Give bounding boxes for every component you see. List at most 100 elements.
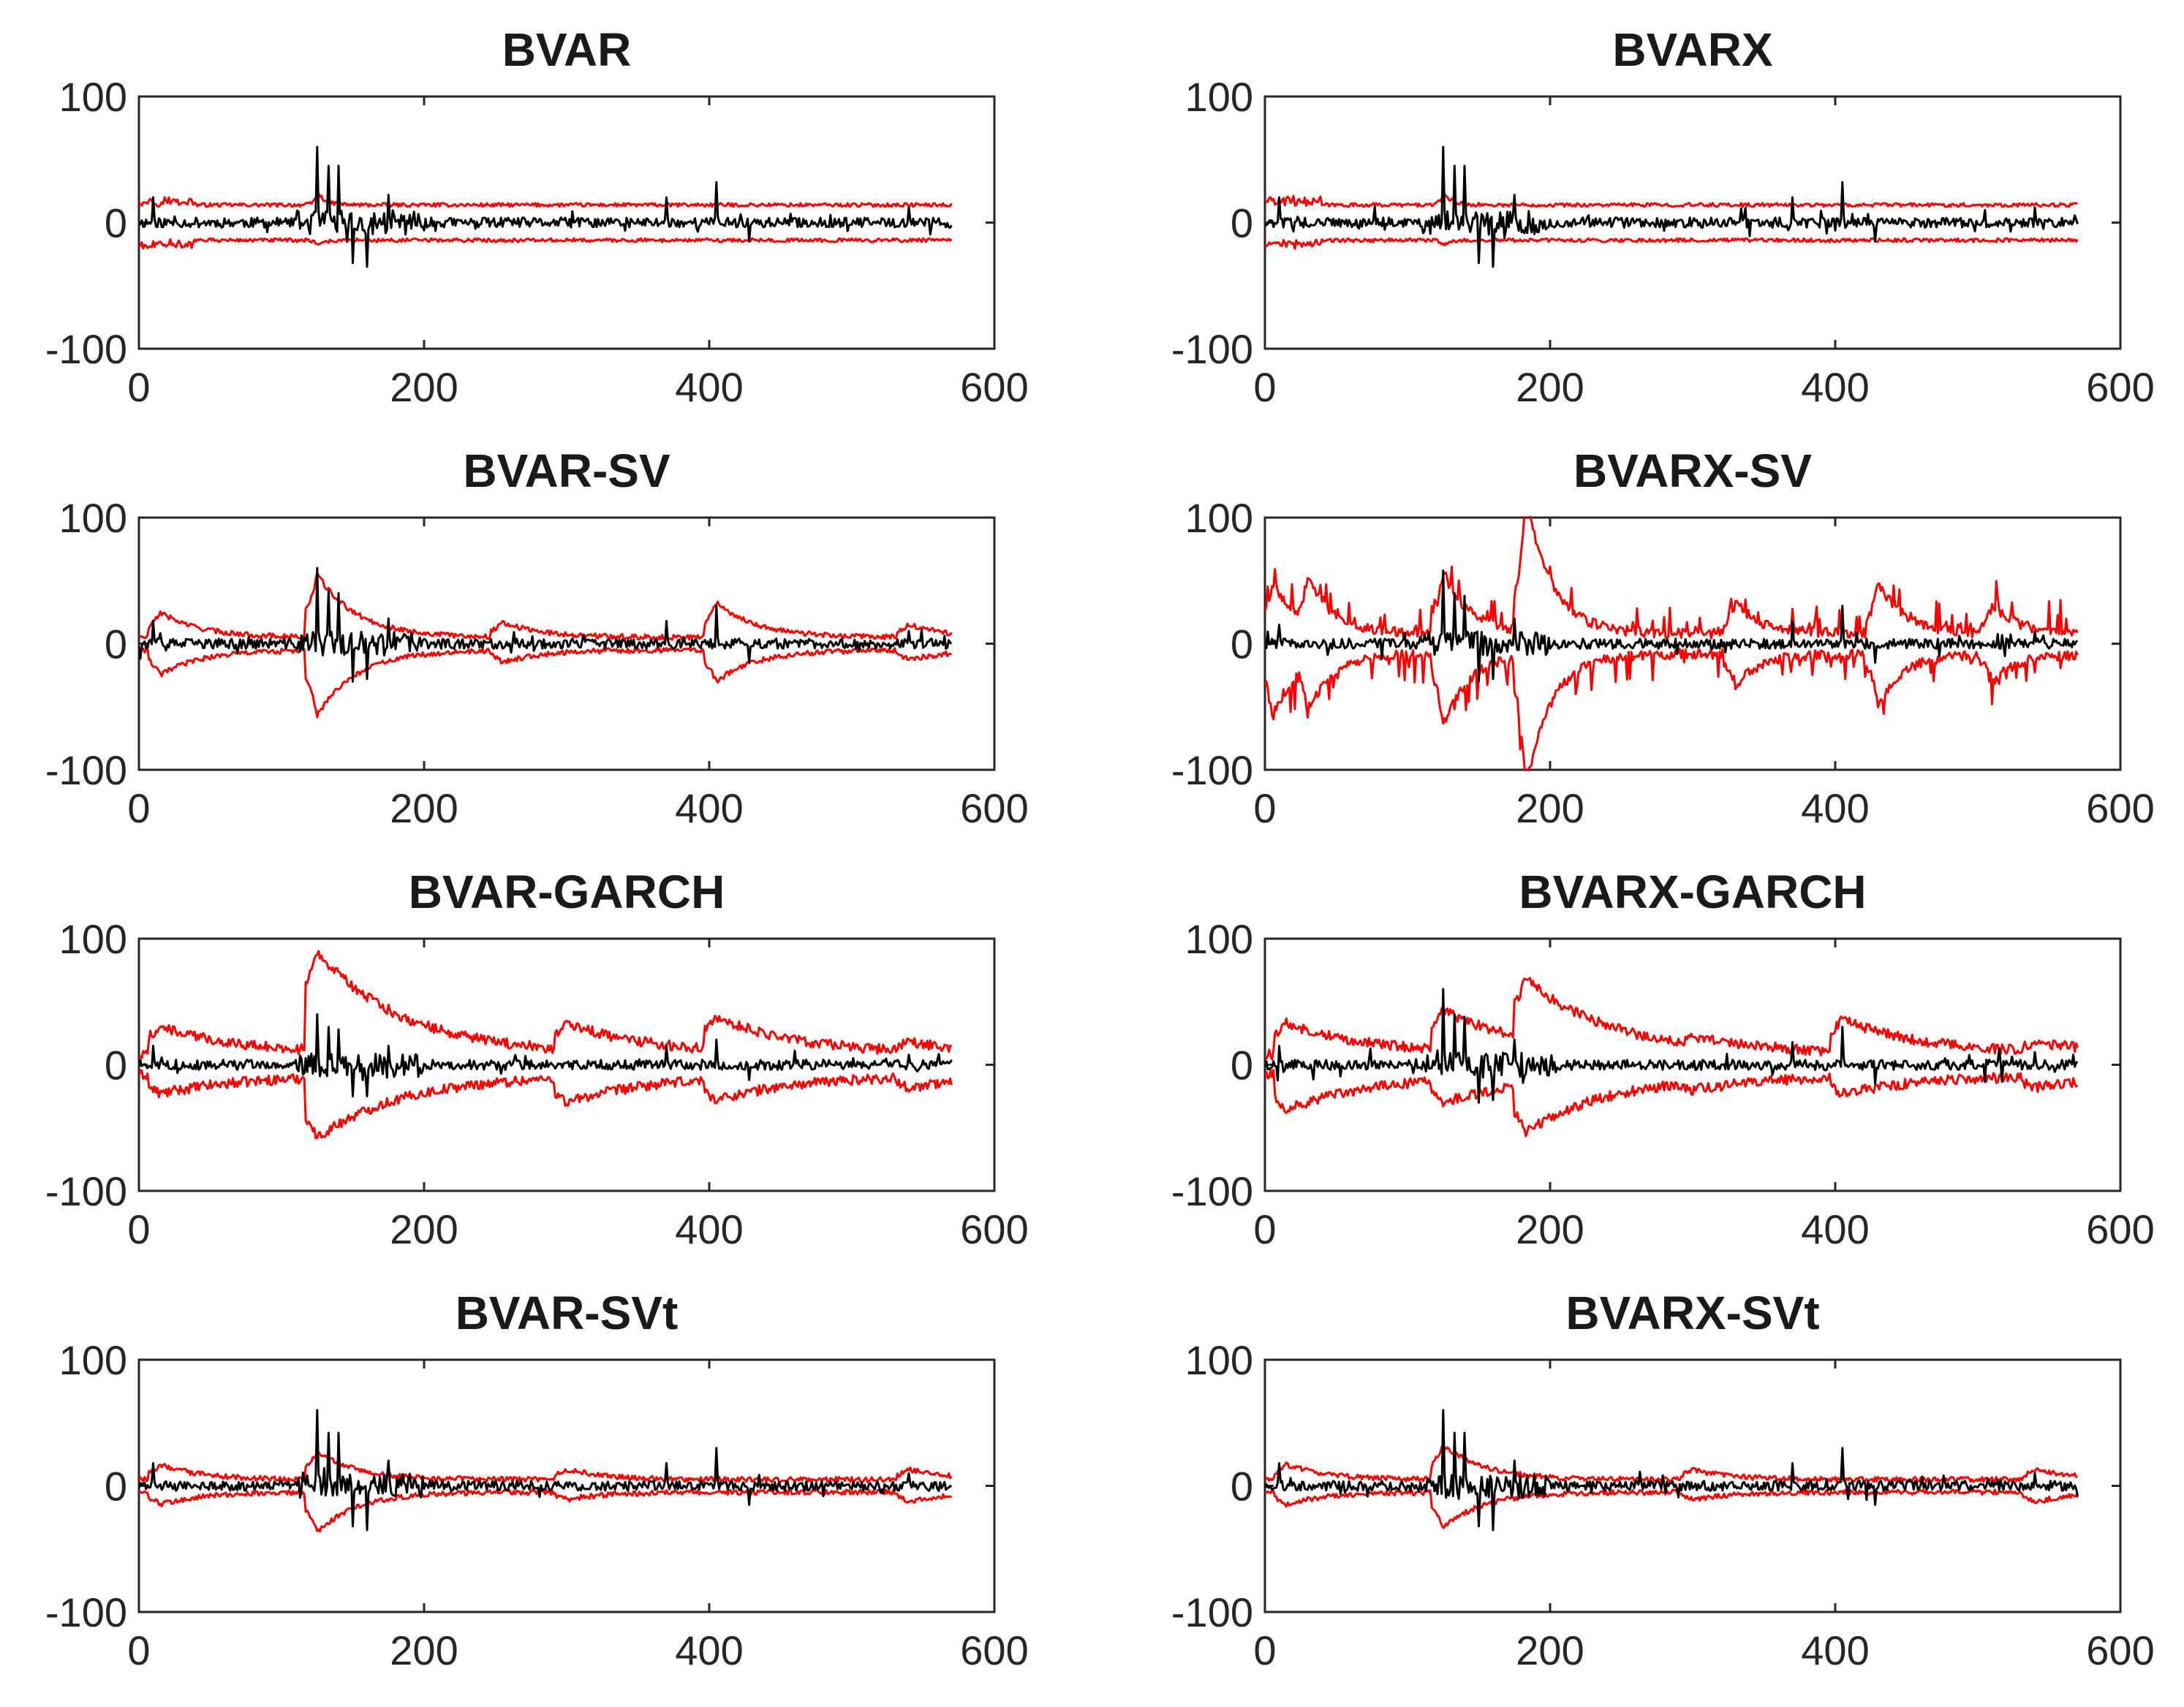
- y-tick-label: -100: [1171, 326, 1253, 372]
- panel-title: BVAR-GARCH: [409, 866, 725, 918]
- x-tick-label: 200: [390, 1206, 458, 1252]
- lower-band-line: [139, 1488, 953, 1533]
- x-tick-label: 200: [1516, 1206, 1584, 1252]
- x-tick-label: 400: [1801, 1206, 1869, 1252]
- y-tick-label: -100: [45, 747, 127, 793]
- x-tick-label: 200: [1516, 364, 1584, 410]
- lower-band-line: [1265, 237, 2079, 250]
- x-tick-label: 600: [2086, 785, 2154, 831]
- y-tick-label: 100: [1185, 495, 1253, 541]
- lower-band-line: [139, 646, 952, 719]
- lower-band-line: [1265, 648, 2079, 771]
- y-tick-label: -100: [1171, 1168, 1253, 1214]
- y-tick-label: 100: [59, 74, 127, 120]
- y-tick-label: -100: [45, 1589, 127, 1635]
- x-tick-label: 200: [1516, 1627, 1584, 1673]
- y-tick-label: 0: [105, 1042, 127, 1089]
- x-tick-label: 200: [390, 1627, 458, 1673]
- median-line: [139, 1013, 953, 1098]
- axes-box: [137, 516, 996, 771]
- x-tick-label: 400: [675, 785, 743, 831]
- y-tick-label: 100: [59, 1337, 127, 1383]
- plot-area: [139, 567, 953, 719]
- x-tick-label: 200: [1516, 785, 1584, 831]
- panel-title: BVARX-SV: [1573, 444, 1812, 497]
- median-line: [1265, 1409, 2079, 1532]
- panel-title: BVARX: [1612, 23, 1773, 76]
- upper-band-line: [139, 192, 953, 208]
- x-tick-label: 0: [1253, 1627, 1276, 1673]
- y-tick-label: -100: [45, 326, 127, 372]
- plot-area: [139, 145, 953, 268]
- x-tick-label: 200: [390, 364, 458, 410]
- y-tick-label: 0: [105, 200, 127, 246]
- upper-band-line: [1265, 977, 2079, 1061]
- x-tick-label: 400: [675, 1206, 743, 1252]
- y-tick-label: 0: [1231, 1464, 1253, 1510]
- x-tick-label: 600: [960, 785, 1028, 831]
- x-tick-label: 400: [1801, 1627, 1869, 1673]
- x-tick-label: 400: [675, 364, 743, 410]
- y-tick-label: 0: [1231, 621, 1253, 667]
- y-tick-label: 0: [1231, 1042, 1253, 1089]
- plot-area: [139, 1409, 953, 1533]
- lower-band-line: [1265, 1488, 2079, 1529]
- y-tick-label: 100: [59, 916, 127, 962]
- y-tick-label: 100: [1185, 916, 1253, 962]
- x-tick-label: 600: [2086, 364, 2154, 410]
- plot-area: [1265, 977, 2079, 1138]
- plot-area: [1265, 145, 2079, 268]
- y-tick-label: 0: [105, 621, 127, 667]
- y-tick-label: 100: [1185, 74, 1253, 120]
- panel-title: BVAR: [502, 23, 632, 76]
- y-tick-label: 0: [105, 1464, 127, 1510]
- x-tick-label: 400: [1801, 364, 1869, 410]
- x-tick-label: 0: [127, 1206, 150, 1252]
- median-line: [139, 1409, 952, 1532]
- y-tick-label: 0: [1231, 200, 1253, 246]
- median-line: [1265, 988, 2079, 1104]
- x-tick-label: 0: [1253, 1206, 1276, 1252]
- plot-area: [1265, 1409, 2079, 1532]
- upper-band-line: [1265, 192, 2078, 208]
- median-line: [139, 145, 953, 268]
- plot-area: [1265, 516, 2079, 771]
- upper-band-line: [139, 1450, 953, 1483]
- panel-title: BVARX-SVt: [1565, 1287, 1819, 1339]
- median-line: [139, 567, 953, 683]
- x-tick-label: 600: [960, 1206, 1028, 1252]
- x-tick-label: 200: [390, 785, 458, 831]
- x-tick-label: 0: [127, 1627, 150, 1673]
- x-tick-label: 400: [675, 1627, 743, 1673]
- x-tick-label: 0: [127, 364, 150, 410]
- x-tick-label: 0: [1253, 785, 1276, 831]
- median-line: [1265, 145, 2079, 268]
- lower-band-line: [139, 1069, 953, 1140]
- upper-band-line: [1265, 516, 2079, 640]
- x-tick-label: 400: [1801, 785, 1869, 831]
- x-tick-label: 600: [960, 1627, 1028, 1673]
- x-tick-label: 0: [127, 785, 150, 831]
- y-tick-label: -100: [1171, 1589, 1253, 1635]
- x-tick-label: 600: [2086, 1206, 2154, 1252]
- panel-title: BVAR-SV: [463, 444, 670, 497]
- y-tick-label: 100: [1185, 1337, 1253, 1383]
- upper-band-line: [139, 950, 953, 1060]
- upper-band-line: [139, 571, 953, 641]
- y-tick-label: 100: [59, 495, 127, 541]
- plot-area: [139, 950, 953, 1140]
- panel-title: BVAR-SVt: [456, 1287, 679, 1339]
- x-tick-label: 600: [2086, 1627, 2154, 1673]
- x-tick-label: 600: [960, 364, 1028, 410]
- median-line: [1265, 569, 2079, 683]
- y-tick-label: -100: [45, 1168, 127, 1214]
- lower-band-line: [1265, 1068, 2079, 1138]
- y-tick-label: -100: [1171, 747, 1253, 793]
